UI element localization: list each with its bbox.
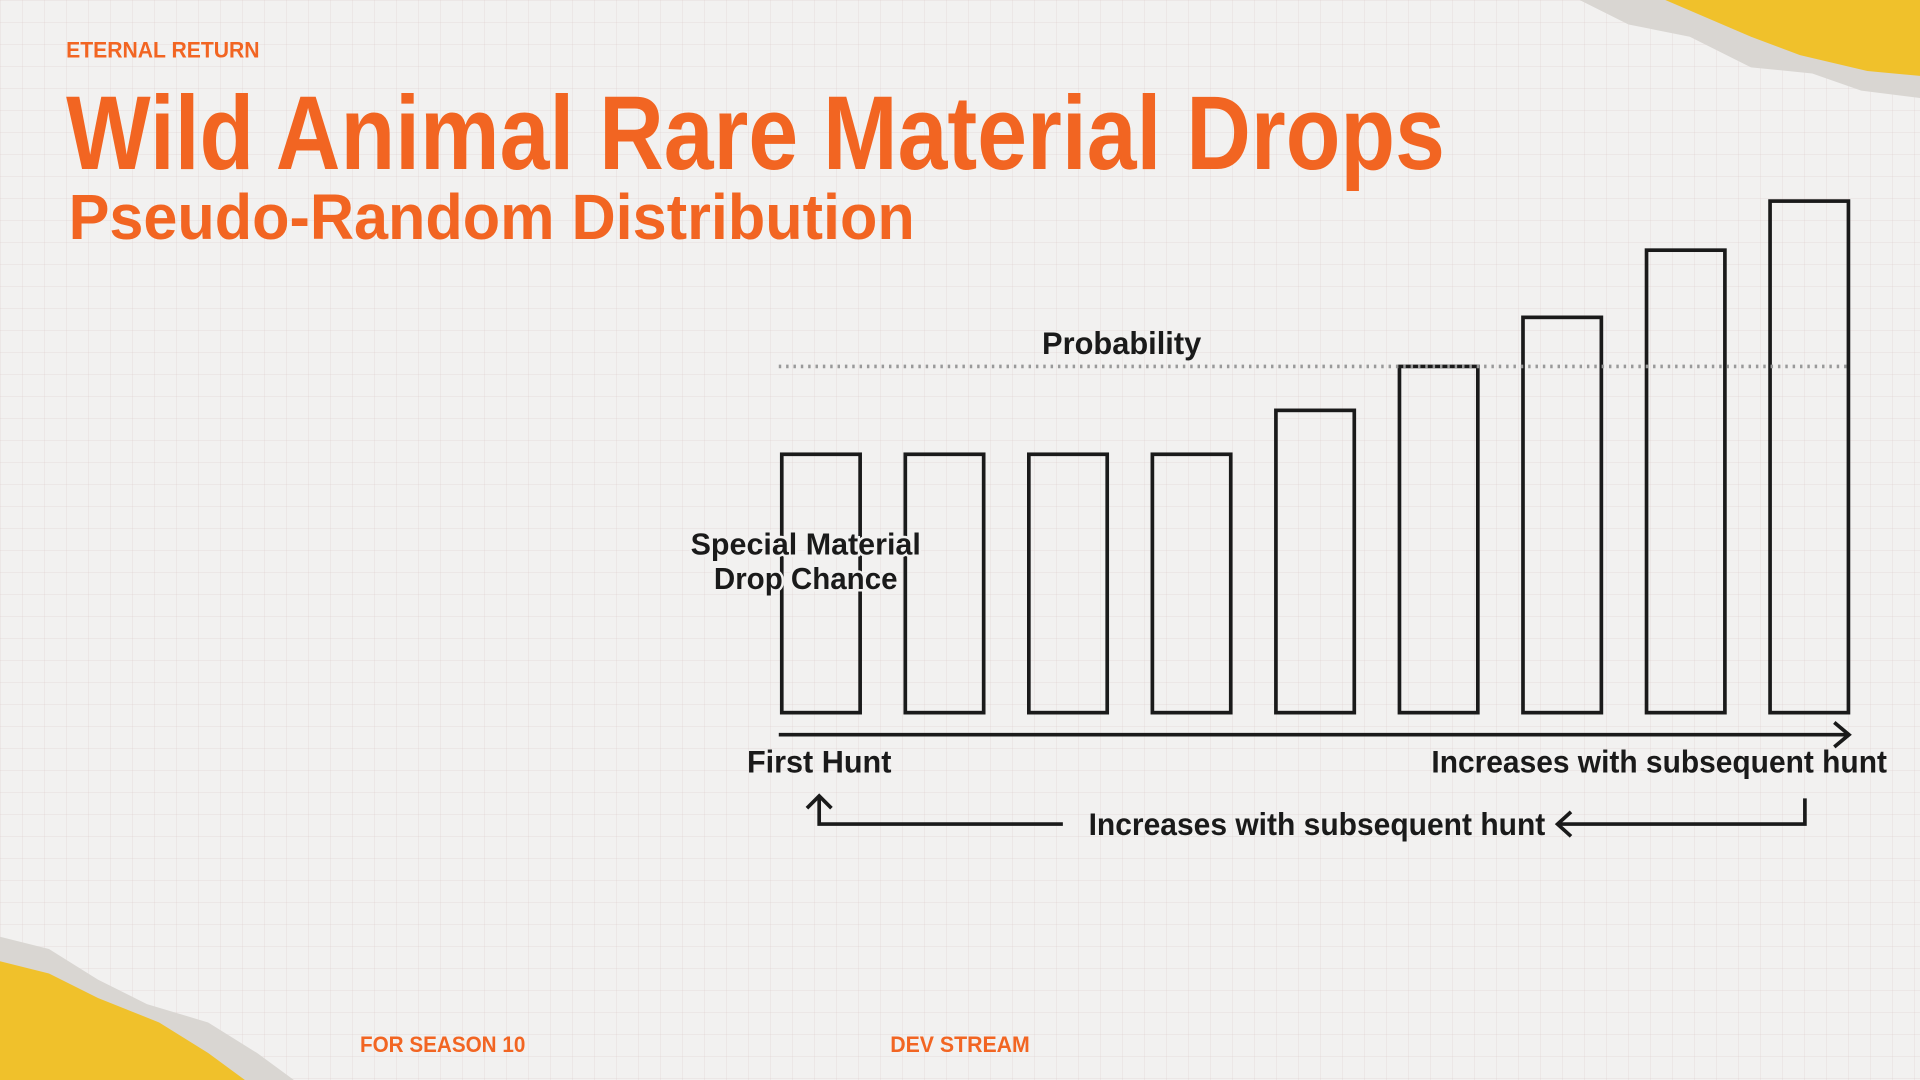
x-axis-head [1833, 721, 1852, 749]
bar [1274, 408, 1357, 715]
bar [903, 452, 986, 715]
subtitle: Pseudo-Random Distribution [69, 182, 915, 253]
reset-label: Increases with subsequent hunt [1089, 806, 1546, 842]
bar [1397, 364, 1480, 715]
threshold-label: Probability [1042, 325, 1201, 361]
torn-paper-bottom [0, 936, 294, 1080]
footer-left: FOR SEASON 10 [360, 1032, 525, 1057]
x-end-label: Increases with subsequent hunt [1431, 744, 1887, 780]
bar [1644, 248, 1727, 715]
reset-arrow-up-head [805, 793, 833, 810]
bar [1521, 315, 1604, 715]
y-label: Drop Chance [714, 562, 898, 596]
bar [779, 452, 862, 715]
reset-arrow-right [1557, 798, 1807, 826]
y-label: Special Material [691, 528, 921, 562]
title: Wild Animal Rare Material Drops [66, 75, 1445, 192]
footer-right: DEV STREAM [890, 1032, 1030, 1057]
reset-arrow-head [1554, 810, 1573, 838]
bar [1027, 452, 1110, 715]
torn-paper-top [1579, 0, 1920, 98]
reset-arrow-left [817, 795, 1063, 826]
x-start-label: First Hunt [747, 744, 892, 780]
brand: ETERNAL RETURN [66, 38, 259, 63]
bar [1150, 452, 1233, 715]
bar [1768, 199, 1851, 715]
chart: Probability [778, 199, 1851, 715]
axis-arrows [778, 721, 1852, 838]
